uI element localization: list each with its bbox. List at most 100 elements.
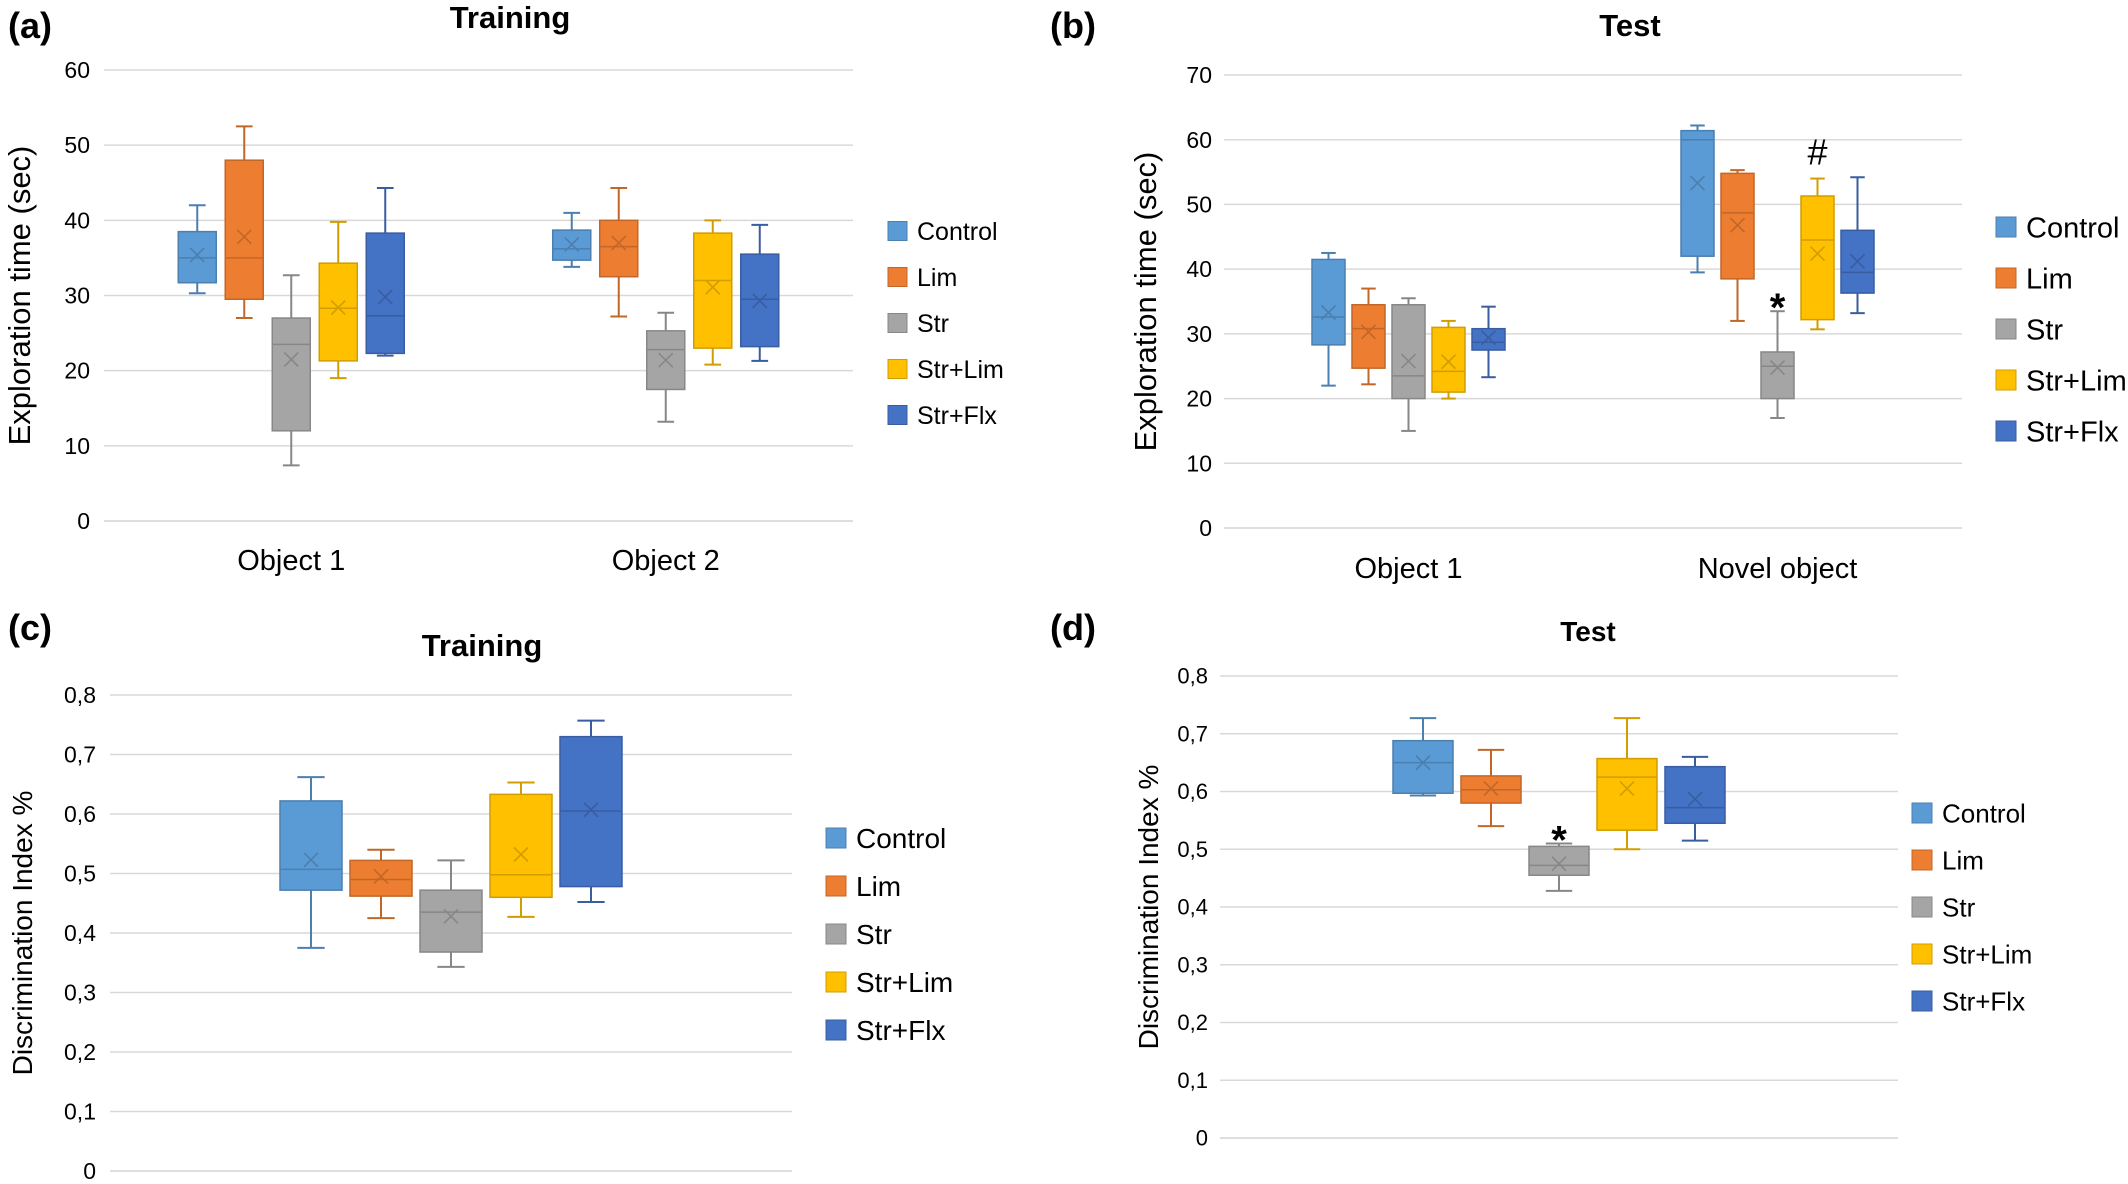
legend-swatch: [887, 405, 908, 425]
y-tick-label: 20: [1186, 386, 1212, 412]
y-tick-label: 0: [1199, 515, 1212, 541]
box-control-1: [1392, 717, 1454, 797]
y-tick-label: 60: [1186, 127, 1212, 153]
box-control-1: [1311, 251, 1346, 387]
legend-label: Str+Flx: [917, 402, 997, 430]
box-mean-marker: [443, 908, 459, 924]
y-tick-label: 70: [1186, 62, 1212, 88]
legend-swatch: [1995, 318, 2017, 340]
legend-swatch: [825, 875, 847, 897]
y-axis-label: Discrimination Index %: [7, 791, 38, 1076]
legend-swatch: [1995, 420, 2017, 442]
box-mean-marker: [1551, 856, 1567, 872]
y-tick-label: 0,8: [64, 682, 96, 708]
box-str-flx-2: [740, 223, 780, 362]
y-tick-label: 0: [77, 508, 90, 534]
box-str-1: [419, 859, 483, 968]
chart-panel-3: (c) Training 0 0,1 0,2 0,3 0,4 0,5 0,6 0,7 0,8 Disc…: [7, 607, 953, 1184]
box-lim-2: [599, 187, 639, 318]
significance-marker: *: [1770, 286, 1786, 330]
box-iqr: [1528, 845, 1590, 876]
box-mean-marker: [1849, 253, 1866, 269]
legend-swatch: [1911, 849, 1933, 871]
box-mean-marker: [303, 852, 319, 868]
y-tick-label: 0,1: [64, 1099, 96, 1125]
box-str-lim-2: [1800, 177, 1835, 331]
y-tick-label: 60: [64, 57, 90, 83]
box-iqr: [1392, 739, 1454, 794]
box-str-2: [1760, 310, 1795, 419]
box-iqr: [1760, 351, 1795, 400]
y-tick-label: 0,2: [64, 1039, 96, 1065]
y-tick-label: 30: [64, 283, 90, 309]
legend-label: Lim: [917, 264, 957, 292]
box-mean-marker: [583, 802, 599, 818]
box-str-1: [1391, 297, 1426, 432]
box-mean-marker: [564, 236, 580, 252]
chart-panel-1: (a) Training 0 10 20 30 40 50 60 Exploration time…: [2, 0, 1004, 577]
box-str-flx-1: [559, 719, 623, 904]
legend-swatch: [825, 971, 847, 993]
legend-swatch: [887, 221, 908, 241]
y-tick-label: 0,3: [1177, 952, 1208, 977]
chart-panel-2: (b) Test 0 10 20 30 40 50 60 70 Exploration time (…: [1050, 5, 2127, 585]
box-iqr: [1664, 765, 1726, 825]
box-mean-marker: [1400, 353, 1417, 369]
legend-swatch: [1911, 943, 1933, 965]
y-axis-label: Discrimination Index %: [1133, 765, 1164, 1050]
chart-title: Training: [422, 628, 543, 663]
box-lim-1: [349, 848, 413, 920]
y-tick-label: 0,5: [1177, 837, 1208, 862]
y-tick-label: 0,7: [64, 742, 96, 768]
legend: Control Lim Str Str+Lim Str+Flx: [1911, 798, 2032, 1016]
legend-label: Str+Lim: [856, 967, 953, 998]
legend-swatch: [1995, 267, 2017, 289]
legend-label: Control: [2026, 212, 2120, 244]
box-mean-marker: [752, 293, 768, 309]
x-category-label: Object 1: [237, 545, 345, 577]
box-iqr: [693, 232, 733, 349]
box-mean-marker: [1480, 330, 1497, 346]
y-tick-label: 40: [1186, 256, 1212, 282]
box-mean-marker: [1809, 246, 1826, 262]
box-mean-marker: [1415, 755, 1431, 771]
box-mean-marker: [1360, 324, 1377, 340]
legend: Control Lim Str Str+Lim Str+Flx: [825, 823, 953, 1046]
box-mean-marker: [330, 299, 346, 316]
y-tick-label: 30: [1186, 321, 1212, 347]
box-iqr: [1431, 326, 1466, 393]
box-mean-marker: [705, 279, 721, 295]
significance-marker: #: [1807, 132, 1827, 173]
box-lim-2: [1720, 169, 1755, 322]
box-mean-marker: [189, 247, 205, 263]
box-control-1: [279, 776, 343, 949]
box-mean-marker: [658, 352, 674, 368]
box-iqr: [224, 159, 264, 301]
legend-label: Lim: [856, 871, 901, 902]
box-iqr: [1311, 258, 1346, 346]
legend-swatch: [1911, 990, 1933, 1012]
y-tick-label: 0: [83, 1158, 96, 1184]
legend-swatch: [1911, 896, 1933, 918]
box-control-1: [177, 204, 217, 295]
y-tick-label: 0,2: [1177, 1010, 1208, 1035]
box-str-lim-1: [1431, 319, 1466, 400]
legend-label: Control: [1942, 798, 2026, 828]
y-tick-label: 0: [1196, 1126, 1208, 1151]
box-iqr: [279, 800, 343, 891]
box-iqr: [318, 262, 358, 362]
y-tick-label: 0,7: [1177, 721, 1208, 746]
box-mean-marker: [513, 846, 529, 863]
box-iqr: [271, 317, 311, 432]
box-mean-marker: [1769, 359, 1786, 376]
chart-title: Test: [1560, 616, 1616, 647]
legend-label: Control: [917, 218, 998, 246]
y-tick-label: 10: [64, 433, 90, 459]
legend-label: Str: [2026, 314, 2063, 346]
box-iqr: [365, 232, 405, 355]
box-control-2: [552, 211, 592, 268]
panel-label: (b): [1050, 5, 1096, 46]
y-tick-label: 0,1: [1177, 1068, 1208, 1093]
chart-title: Test: [1599, 8, 1660, 43]
